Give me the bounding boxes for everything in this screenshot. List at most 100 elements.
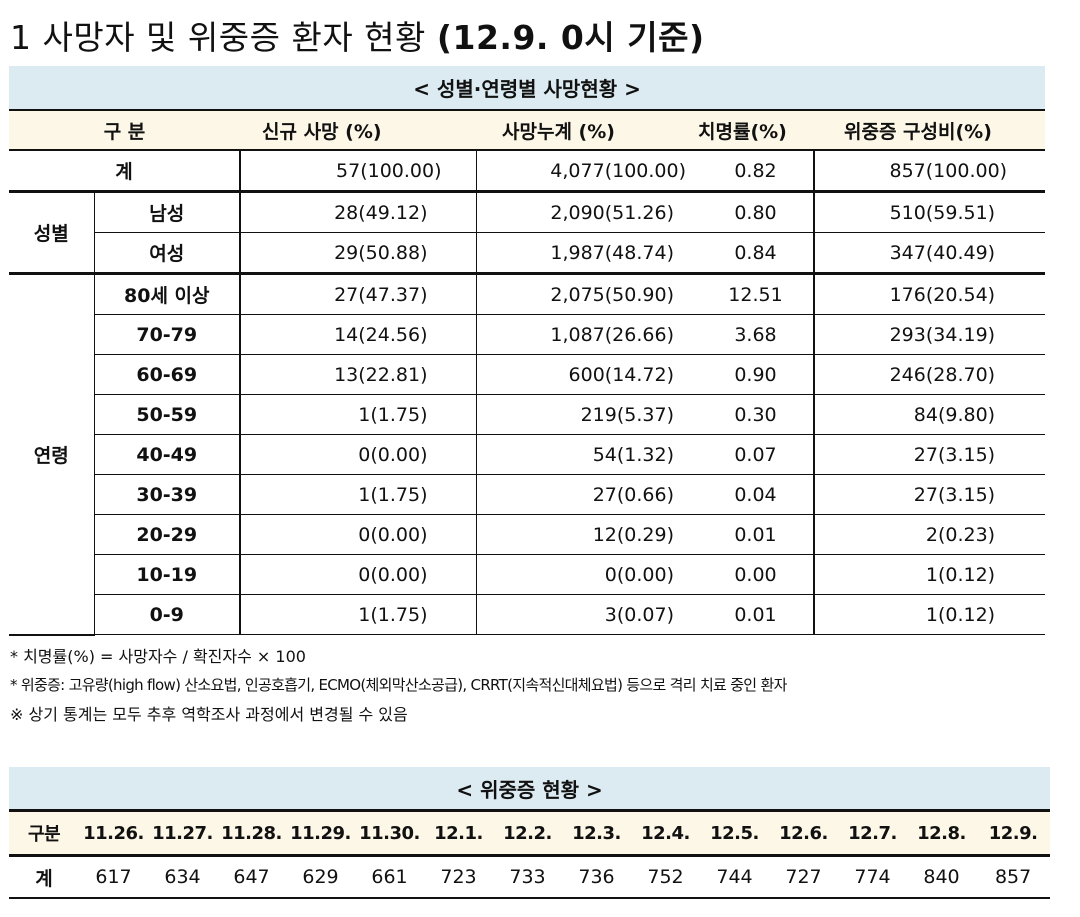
date-cell: 12.7.: [838, 810, 907, 857]
cell-critical: 293(34.19): [814, 314, 1046, 355]
date-cell: 12.8.: [907, 810, 976, 857]
cell-fatality: 0.30: [698, 394, 815, 435]
cell-cumulative: 1,987(48.74): [476, 232, 698, 275]
value-cell: 752: [631, 855, 700, 899]
date-cell: 11.27.: [148, 810, 217, 857]
cell-cumulative: 4,077(100.00): [476, 150, 698, 193]
cell-cumulative: 3(0.07): [476, 594, 698, 635]
row-label: 여성: [94, 232, 241, 275]
row-label: 50-59: [94, 394, 241, 435]
cell-critical: 246(28.70): [814, 354, 1046, 395]
row-label: 계: [9, 855, 79, 899]
date-cell: 12.3.: [562, 810, 631, 857]
table-caption: < 위중증 현황 >: [9, 767, 1051, 812]
value-cell: 744: [700, 855, 769, 899]
cell-fatality: 0.84: [698, 232, 815, 275]
value-cell: 617: [79, 855, 148, 899]
header-new-deaths: 신규 사망 (%): [240, 110, 476, 151]
value-cell: 661: [355, 855, 424, 899]
cell-cumulative: 1,087(26.66): [476, 314, 698, 355]
cell-fatality: 0.82: [698, 150, 815, 193]
header-critical-ratio: 위중증 구성비(%): [814, 110, 1046, 151]
cell-fatality: 0.80: [698, 191, 815, 233]
row-label: 80세 이상: [94, 273, 241, 315]
footnote-critical-definition: * 위중증: 고유량(high flow) 산소요법, 인공호흡기, ECMO(…: [10, 676, 787, 694]
cell-critical: 510(59.51): [814, 191, 1046, 233]
table-row: 60-69 13(22.81) 600(14.72) 0.90 246(28.7…: [9, 354, 1046, 395]
cell-new: 28(49.12): [240, 191, 477, 233]
table-row: 70-79 14(24.56) 1,087(26.66) 3.68 293(34…: [9, 314, 1046, 355]
cell-cumulative: 27(0.66): [476, 474, 698, 515]
table-row: 성별 남성 28(49.12) 2,090(51.26) 0.80 510(59…: [9, 191, 1046, 275]
death-status-table: < 성별·연령별 사망현황 > 구 분 신규 사망 (%) 사망누계 (%) 치…: [9, 66, 1046, 636]
value-cell: 629: [286, 855, 355, 899]
header-fatality-rate: 치명률(%): [698, 110, 814, 151]
table-row-total: 계 617 634 647 629 661 723 733 736 752 74…: [9, 855, 1051, 899]
footnote-fatality-rate: * 치명률(%) = 사망자수 / 확진자수 × 100: [10, 647, 306, 666]
cell-critical: 27(3.15): [814, 474, 1046, 515]
cell-critical: 347(40.49): [814, 232, 1046, 275]
row-label: 10-19: [94, 554, 241, 595]
date-cell: 12.5.: [700, 810, 769, 857]
date-cell: 12.4.: [631, 810, 700, 857]
cell-new: 14(24.56): [240, 314, 477, 355]
header-cumulative: 사망누계 (%): [476, 110, 698, 151]
footnotes: * 치명률(%) = 사망자수 / 확진자수 × 100 * 위중증: 고유량(…: [10, 642, 787, 729]
group-label-age: 연령: [9, 273, 95, 636]
cell-cumulative: 2,075(50.90): [476, 273, 698, 315]
value-cell: 774: [838, 855, 907, 899]
cell-critical: 84(9.80): [814, 394, 1046, 435]
value-cell: 840: [907, 855, 976, 899]
cell-new: 13(22.81): [240, 354, 477, 395]
date-cell: 11.28.: [217, 810, 286, 857]
table-row: 연령 80세 이상 27(47.37) 2,075(50.90) 12.51 1…: [9, 273, 1046, 636]
row-label: 남성: [94, 191, 241, 233]
table-row-total: 계 57(100.00) 4,077(100.00) 0.82 857(100.…: [9, 150, 1046, 193]
row-label: 30-39: [94, 474, 241, 515]
date-cell: 12.2.: [493, 810, 562, 857]
cell-critical: 1(0.12): [814, 554, 1046, 595]
cell-new: 0(0.00): [240, 554, 477, 595]
table-row: 20-29 0(0.00) 12(0.29) 0.01 2(0.23): [9, 514, 1046, 555]
page-title-date: (12.9. 0시 기준): [436, 18, 705, 57]
cell-cumulative: 219(5.37): [476, 394, 698, 435]
table-caption: < 성별·연령별 사망현황 >: [9, 66, 1046, 111]
cell-critical: 176(20.54): [814, 273, 1046, 315]
critical-status-table: < 위중증 현황 > 구분 11.26. 11.27. 11.28. 11.29…: [9, 767, 1051, 899]
value-cell: 634: [148, 855, 217, 899]
cell-cumulative: 54(1.32): [476, 434, 698, 475]
table-row: 50-59 1(1.75) 219(5.37) 0.30 84(9.80): [9, 394, 1046, 435]
date-cell: 11.29.: [286, 810, 355, 857]
cell-new: 27(47.37): [240, 273, 477, 315]
cell-cumulative: 0(0.00): [476, 554, 698, 595]
cell-fatality: 0.01: [698, 594, 815, 635]
cell-cumulative: 12(0.29): [476, 514, 698, 555]
table-row: 40-49 0(0.00) 54(1.32) 0.07 27(3.15): [9, 434, 1046, 475]
cell-new: 29(50.88): [240, 232, 477, 275]
cell-fatality: 0.00: [698, 554, 815, 595]
table-row: 10-19 0(0.00) 0(0.00) 0.00 1(0.12): [9, 554, 1046, 595]
cell-new: 1(1.75): [240, 594, 477, 635]
table-row: 30-39 1(1.75) 27(0.66) 0.04 27(3.15): [9, 474, 1046, 515]
cell-critical: 2(0.23): [814, 514, 1046, 555]
cell-new: 1(1.75): [240, 474, 477, 515]
row-label: 70-79: [94, 314, 241, 355]
row-label: 60-69: [94, 354, 241, 395]
cell-fatality: 0.07: [698, 434, 815, 475]
row-label: 40-49: [94, 434, 241, 475]
row-header: 구분: [9, 810, 79, 857]
value-cell: 857: [976, 855, 1051, 899]
page-title-main: 1 사망자 및 위중증 환자 현황: [10, 18, 437, 57]
date-cell: 12.6.: [769, 810, 838, 857]
cell-new: 1(1.75): [240, 394, 477, 435]
date-cell: 11.26.: [79, 810, 148, 857]
cell-fatality: 0.01: [698, 514, 815, 555]
table-row: 0-9 1(1.75) 3(0.07) 0.01 1(0.12): [9, 594, 1046, 635]
group-label-sex: 성별: [9, 191, 95, 275]
row-label: 0-9: [94, 594, 241, 635]
footnote-disclaimer: ※ 상기 통계는 모두 추후 역학조사 과정에서 변경될 수 있음: [10, 705, 408, 724]
table-row: 여성 29(50.88) 1,987(48.74) 0.84 347(40.49…: [9, 232, 1046, 275]
page-title: 1 사망자 및 위중증 환자 현황 (12.9. 0시 기준): [10, 14, 705, 62]
row-label: 20-29: [94, 514, 241, 555]
date-cell: 11.30.: [355, 810, 424, 857]
